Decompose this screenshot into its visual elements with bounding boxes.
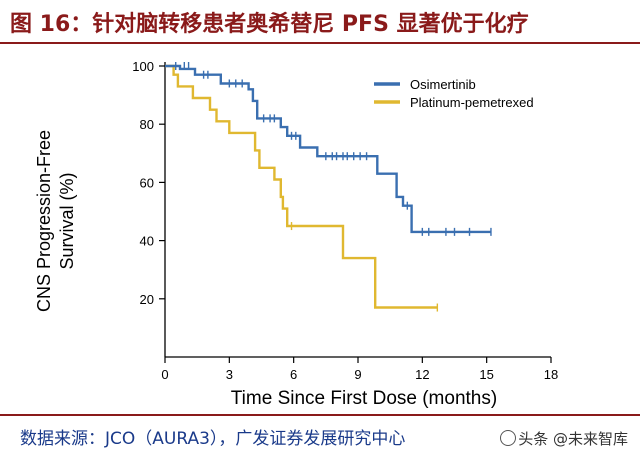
- figure-footer: 数据来源：JCO（AURA3），广发证券发展研究中心 头条 @未来智库: [0, 414, 640, 458]
- x-tick-label: 18: [544, 367, 558, 382]
- y-axis-label-line-2: Survival (%): [57, 172, 77, 269]
- x-tick-label: 0: [161, 367, 168, 382]
- y-tick-label: 40: [140, 234, 154, 249]
- figure-title: 图 16：针对脑转移患者奥希替尼 PFS 显著优于化疗: [10, 12, 529, 37]
- watermark: 头条 @未来智库: [494, 426, 632, 451]
- y-axis-label: CNS Progression-Free Survival (%): [34, 130, 77, 312]
- y-axis-label-line-1: CNS Progression-Free: [34, 130, 54, 312]
- x-ticks: 0 3 6 9 12 15 18: [161, 357, 558, 382]
- y-tick-label: 80: [140, 117, 154, 132]
- km-curve-osimertinib: [165, 64, 491, 234]
- y-tick-label: 60: [140, 175, 154, 190]
- x-tick-label: 9: [354, 367, 361, 382]
- x-tick-label: 15: [479, 367, 493, 382]
- x-tick-label: 6: [290, 367, 297, 382]
- x-axis-label: Time Since First Dose (months): [231, 388, 497, 409]
- legend-label-osimertinib: Osimertinib: [410, 77, 476, 92]
- x-tick-label: 3: [226, 367, 233, 382]
- y-ticks: 20 40 60 80 100: [132, 59, 165, 307]
- legend: Osimertinib Platinum-pemetrexed: [374, 77, 534, 110]
- y-tick-label: 20: [140, 292, 154, 307]
- source-note: 数据来源：JCO（AURA3），广发证券发展研究中心: [20, 429, 406, 449]
- axes: 0 3 6 9 12 15 18 20 40 60 80 100 Time Since First …: [34, 59, 558, 409]
- figure-header: 图 16：针对脑转移患者奥希替尼 PFS 显著优于化疗: [0, 0, 640, 44]
- series-layer: [165, 62, 492, 312]
- km-chart: 0 3 6 9 12 15 18 20 40 60 80 100 Time Since First …: [0, 44, 640, 412]
- watermark-text: 头条 @未来智库: [518, 430, 628, 448]
- x-tick-label: 12: [415, 367, 429, 382]
- watermark-logo-icon: [500, 430, 517, 446]
- series-osimertinib: [165, 62, 492, 236]
- km-curve-platinum: [165, 64, 438, 309]
- series-platinum: [165, 64, 439, 312]
- y-tick-label: 100: [132, 59, 154, 74]
- chart-svg: 0 3 6 9 12 15 18 20 40 60 80 100 Time Since First …: [34, 59, 558, 409]
- legend-label-platinum: Platinum-pemetrexed: [410, 95, 534, 110]
